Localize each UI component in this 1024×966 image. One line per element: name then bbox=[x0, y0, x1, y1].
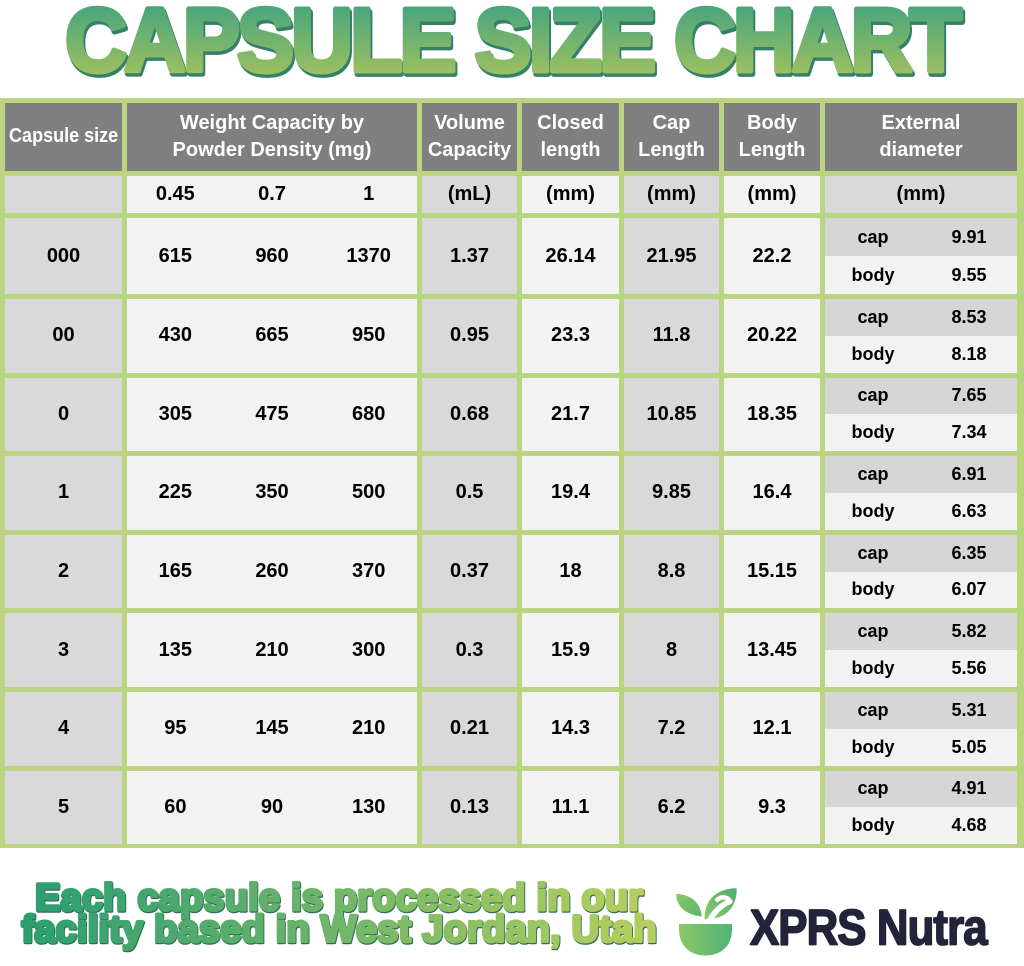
svg-text:Each capsule is processed in o: Each capsule is processed in our bbox=[35, 877, 643, 919]
svg-text:CAPSULE SIZE CHART: CAPSULE SIZE CHART bbox=[67, 0, 963, 94]
svg-text:Each capsule is processed in o: Each capsule is processed in our bbox=[35, 878, 643, 920]
svg-text:facility based in West Jordan,: facility based in West Jordan, Utah bbox=[21, 909, 657, 951]
svg-text:XPRS Nutra: XPRS Nutra bbox=[750, 899, 988, 953]
svg-text:facility based in West Jordan,: facility based in West Jordan, Utah bbox=[22, 909, 658, 951]
svg-text:CAPSULE SIZE CHART: CAPSULE SIZE CHART bbox=[65, 0, 961, 90]
